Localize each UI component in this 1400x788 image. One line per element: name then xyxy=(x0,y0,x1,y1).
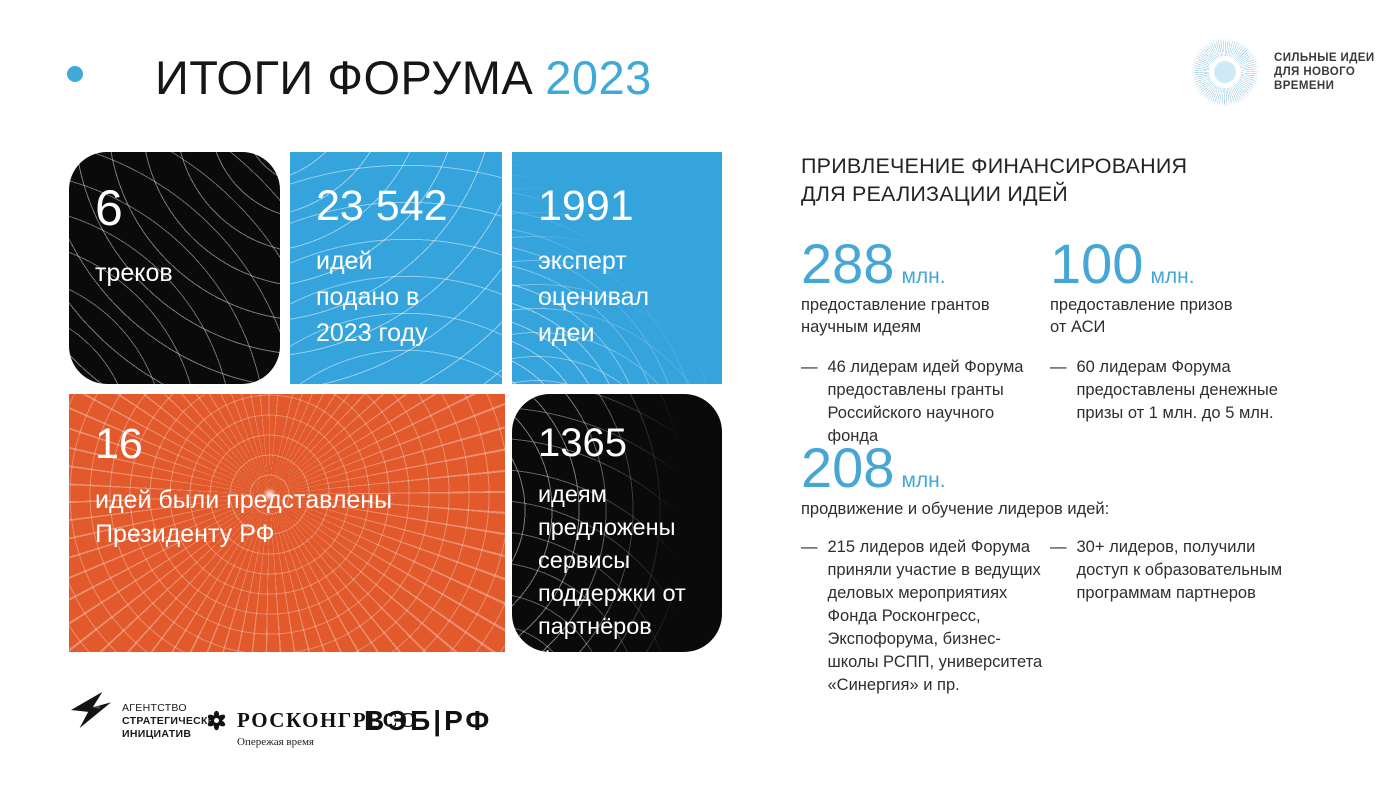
page-title: ИТОГИ ФОРУМА 2023 xyxy=(155,50,652,105)
prizes-amount: 100 млн. xyxy=(1050,236,1373,292)
promotion-bullets: — 215 лидеров идей Форума приняли участи… xyxy=(801,520,1373,697)
promotion-amount: 208 млн. xyxy=(801,440,1373,496)
roscongress-pinwheel-icon xyxy=(207,710,226,731)
page-title-text: ИТОГИ ФОРУМА xyxy=(155,51,534,104)
card-services-label: идеям предложены сервисы поддержки от па… xyxy=(538,481,686,652)
asi-logo: АГЕНТСТВО СТРАТЕГИЧЕСКИХ ИНИЦИАТИВ xyxy=(68,690,223,741)
grants-amount-unit: млн. xyxy=(901,265,946,288)
bullet-dash: — xyxy=(801,357,818,376)
grants-bullet: — 46 лидерам идей Форума предоставлены г… xyxy=(801,356,1050,448)
roscongress-tagline: Опережая время xyxy=(237,736,314,748)
card-president: 16 идей были представлены Президенту РФ xyxy=(69,394,505,652)
roscongress-name: РОСКОНГРЕСС xyxy=(237,708,416,732)
card-tracks-value: 6 xyxy=(95,180,123,236)
card-experts-value: 1991 xyxy=(538,182,634,230)
financing-panel: ПРИВЛЕЧЕНИЕ ФИНАНСИРОВАНИЯ ДЛЯ РЕАЛИЗАЦИ… xyxy=(801,152,1373,694)
promotion-bullet-events: — 215 лидеров идей Форума приняли участи… xyxy=(801,536,1050,697)
card-services-value: 1365 xyxy=(538,421,627,465)
promotion-bullet-education: — 30+ лидеров, получили доступ к образов… xyxy=(1050,536,1373,697)
card-experts-label: эксперт оценивал идеи xyxy=(538,247,650,348)
financing-heading: ПРИВЛЕЧЕНИЕ ФИНАНСИРОВАНИЯ ДЛЯ РЕАЛИЗАЦИ… xyxy=(801,154,1188,206)
asi-logo-icon xyxy=(71,691,111,729)
prizes-caption: предоставление призов от АСИ xyxy=(1050,295,1233,336)
grants-amount-value: 288 xyxy=(801,232,895,295)
forum-brand-text: СИЛЬНЫЕ ИДЕИ ДЛЯ НОВОГО ВРЕМЕНИ xyxy=(1274,52,1375,92)
promotion-caption: продвижение и обучение лидеров идей: xyxy=(801,499,1110,518)
page-title-year: 2023 xyxy=(545,51,652,104)
promotion-amount-value: 208 xyxy=(801,436,895,499)
grants-amount: 288 млн. xyxy=(801,236,1050,292)
financing-row-1: 288 млн. предоставление грантов научным и… xyxy=(801,236,1373,448)
forum-sunburst-icon xyxy=(1191,38,1259,106)
bullet-dash: — xyxy=(1050,357,1067,376)
promotion-bullet-education-text: 30+ лидеров, получили доступ к образоват… xyxy=(1076,537,1283,602)
prizes-bullet-text: 60 лидерам Форума предоставлены денежные… xyxy=(1076,357,1278,422)
prizes-bullet: — 60 лидерам Форума предоставлены денежн… xyxy=(1050,356,1373,425)
asi-logo-text: АГЕНТСТВО СТРАТЕГИЧЕСКИХ ИНИЦИАТИВ xyxy=(122,702,223,741)
bullet-dash: — xyxy=(801,537,818,556)
asi-line2: СТРАТЕГИЧЕСКИХ xyxy=(122,715,223,727)
bullet-dash: — xyxy=(1050,537,1067,556)
card-partner-services: 1365 идеям предложены сервисы поддержки … xyxy=(512,394,722,652)
financing-item-promotion: 208 млн. продвижение и обучение лидеров и… xyxy=(801,440,1373,697)
card-ideas-label: идей подано в 2023 году xyxy=(316,247,428,348)
prizes-amount-value: 100 xyxy=(1050,232,1144,295)
card-ideas-value: 23 542 xyxy=(316,182,448,230)
veb-rf-logo: ВЭБ|РФ xyxy=(364,705,493,736)
roscongress-text: РОСКОНГРЕСС Опережая время xyxy=(237,708,416,748)
forum-brand-logo: СИЛЬНЫЕ ИДЕИ ДЛЯ НОВОГО ВРЕМЕНИ xyxy=(1191,38,1375,106)
promotion-bullet-events-text: 215 лидеров идей Форума приняли участие … xyxy=(827,537,1043,694)
card-president-label: идей были представлены Президенту РФ xyxy=(95,486,393,549)
roscongress-logo: РОСКОНГРЕСС Опережая время xyxy=(204,708,416,748)
title-bullet-dot xyxy=(67,66,83,82)
asi-line1: АГЕНТСТВО xyxy=(122,702,187,714)
card-tracks: 6 треков xyxy=(69,152,280,384)
promotion-amount-unit: млн. xyxy=(901,469,946,492)
grants-caption: предоставление грантов научным идеям xyxy=(801,295,990,336)
card-experts: 1991 эксперт оценивал идеи xyxy=(512,152,722,384)
grants-bullet-text: 46 лидерам идей Форума предоставлены гра… xyxy=(827,357,1024,445)
prizes-amount-unit: млн. xyxy=(1150,265,1195,288)
card-tracks-label: треков xyxy=(95,258,173,287)
card-ideas-submitted: 23 542 идей подано в 2023 году xyxy=(290,152,502,384)
financing-item-grants: 288 млн. предоставление грантов научным и… xyxy=(801,236,1050,448)
asi-line3: ИНИЦИАТИВ xyxy=(122,728,192,740)
financing-item-prizes: 100 млн. предоставление призов от АСИ — 6… xyxy=(1050,236,1373,448)
card-president-value: 16 xyxy=(95,420,143,468)
